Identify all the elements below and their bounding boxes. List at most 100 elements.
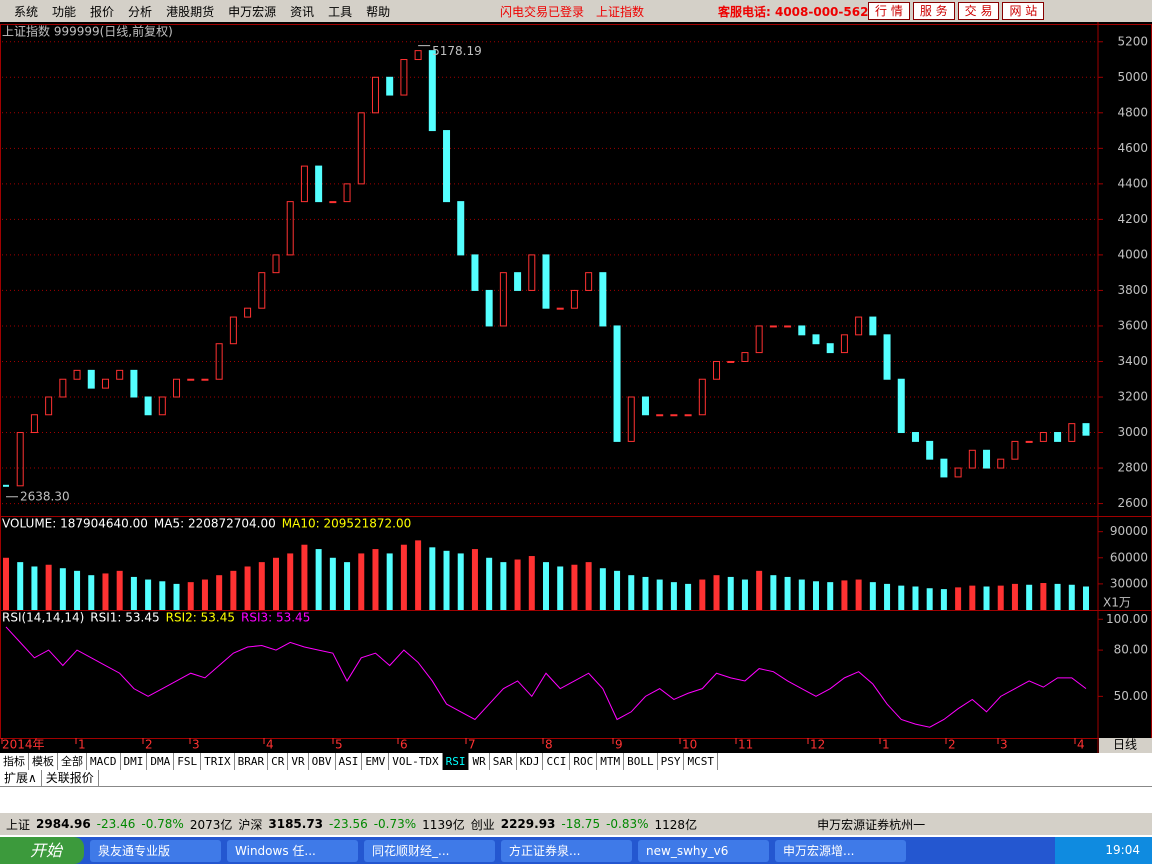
volume-bar [983, 586, 990, 610]
volume-bar [528, 556, 535, 610]
volume-bar [741, 579, 748, 610]
volume-bar [3, 557, 9, 610]
task-window[interactable]: Windows 任... [227, 839, 359, 862]
menu-item[interactable]: 分析 [128, 4, 153, 19]
task-windows: 泉友通专业版 Windows 任... 同花顺财经_... 方正证券泉... new_s… [84, 839, 907, 862]
indicator-tab[interactable]: VR [288, 753, 309, 770]
x-tick-label: 1 [78, 738, 86, 752]
indicator-tab[interactable]: TRIX [201, 753, 235, 770]
indicator-tab[interactable]: RSI [442, 753, 470, 770]
candle [698, 378, 706, 416]
task-window[interactable]: 方正证券泉... [501, 839, 633, 862]
y-tick-label: 3000 [1117, 425, 1148, 439]
candle [244, 307, 252, 318]
start-button[interactable]: 开始 [0, 837, 85, 864]
indicator-tab[interactable]: CCI [543, 753, 571, 770]
y-tick-label: 2800 [1117, 461, 1148, 475]
menu-item[interactable]: 帮助 [366, 4, 391, 19]
candle [329, 201, 337, 204]
indicator-tab[interactable]: 模板 [29, 753, 58, 770]
candle [45, 396, 53, 416]
volume-bar [216, 575, 223, 610]
sub-tab[interactable]: 扩展∧ [0, 770, 42, 786]
candle [897, 378, 905, 434]
nav-button[interactable]: 交 易 [957, 2, 1000, 20]
candle [400, 59, 408, 96]
candle [997, 458, 1005, 469]
indicator-tab[interactable]: EMV [362, 753, 390, 770]
candle [869, 316, 877, 336]
x-tick-label: 9 [615, 738, 623, 752]
y-tick-label: 3400 [1117, 354, 1148, 368]
task-window[interactable]: 申万宏源增... [775, 839, 907, 862]
status-item: 创业 [470, 817, 495, 832]
task-window[interactable]: new_swhy_v6 [638, 839, 770, 862]
menu-item[interactable]: 工具 [328, 4, 353, 19]
volume-bar [102, 573, 109, 610]
y-tick-label: 5000 [1117, 70, 1148, 84]
menu-item[interactable]: 申万宏源 [228, 4, 277, 19]
menu-item[interactable]: 港股期货 [166, 4, 215, 19]
nav-button[interactable]: 行 情 [868, 2, 910, 20]
volume-bar [500, 562, 507, 610]
nav-button[interactable]: 网 站 [1002, 2, 1045, 20]
indicator-tab[interactable]: SAR [490, 753, 517, 770]
indicator-tab[interactable]: KDJ [517, 753, 544, 770]
candle [528, 254, 536, 291]
volume-bar [955, 587, 962, 610]
menu-item[interactable]: 资讯 [290, 4, 315, 19]
indicator-tab[interactable]: ROC [570, 753, 598, 770]
indicator-tab[interactable]: CR [268, 753, 289, 770]
menu-item[interactable]: 功能 [52, 4, 77, 19]
volume-bar [798, 579, 805, 610]
indicator-tab[interactable]: BOLL [624, 753, 658, 770]
x-tick-label: 2 [948, 738, 956, 752]
menu-item[interactable]: 系统 [14, 4, 39, 19]
sub-tab[interactable]: 关联报价 [42, 770, 99, 786]
period-label: 日线 [1113, 738, 1137, 752]
task-window[interactable]: 泉友通专业版 [90, 839, 222, 862]
chart-background [0, 22, 1152, 753]
indicator-tab[interactable]: DMA [147, 753, 175, 770]
candle [16, 432, 24, 487]
legend-entry: MA10: 209521872.00 [282, 517, 412, 531]
indicator-tab[interactable]: BRAR [235, 753, 269, 770]
indicator-tab[interactable]: 全部 [58, 753, 87, 770]
indicator-tab[interactable]: VOL-TDX [389, 753, 443, 770]
indicator-tab[interactable]: OBV [309, 753, 336, 770]
indicator-tab[interactable]: PSY [658, 753, 685, 770]
volume-bar [869, 582, 876, 610]
indicator-tab[interactable]: WR [469, 753, 490, 770]
volume-bar [31, 566, 38, 610]
volume-bar [557, 566, 564, 610]
indicator-tab[interactable]: MCST [684, 753, 718, 770]
indicator-tab[interactable]: DMI [121, 753, 148, 770]
x-tick-label: 10 [682, 738, 697, 752]
volume-bar [74, 570, 81, 610]
menu-item[interactable]: 报价 [90, 4, 115, 19]
candle [542, 254, 550, 309]
status-item: 2073亿 [189, 817, 233, 832]
candle [613, 325, 621, 442]
indicator-tab[interactable]: FSL [174, 753, 202, 770]
candle [926, 440, 934, 460]
legend-entry: MA5: 220872704.00 [154, 517, 276, 531]
y-tick-label: 3600 [1117, 318, 1148, 332]
task-window[interactable]: 同花顺财经_... [364, 839, 496, 862]
indicator-tab[interactable]: 指标 [0, 753, 29, 770]
nav-button[interactable]: 服 务 [912, 2, 955, 20]
volume-bar [88, 575, 95, 610]
candle [670, 414, 678, 417]
indicator-tab[interactable]: ASI [336, 753, 363, 770]
status-item: 2984.96 [36, 817, 91, 831]
period-box [1099, 738, 1152, 753]
volume-bar [145, 579, 152, 610]
candle [812, 334, 820, 345]
indicator-tab[interactable]: MTM [597, 753, 625, 770]
volume-bar [585, 562, 592, 610]
candle [599, 272, 607, 327]
volume-bar [699, 579, 706, 610]
indicator-tab[interactable]: MACD [87, 753, 121, 770]
candle [173, 378, 181, 398]
candle [144, 396, 152, 416]
